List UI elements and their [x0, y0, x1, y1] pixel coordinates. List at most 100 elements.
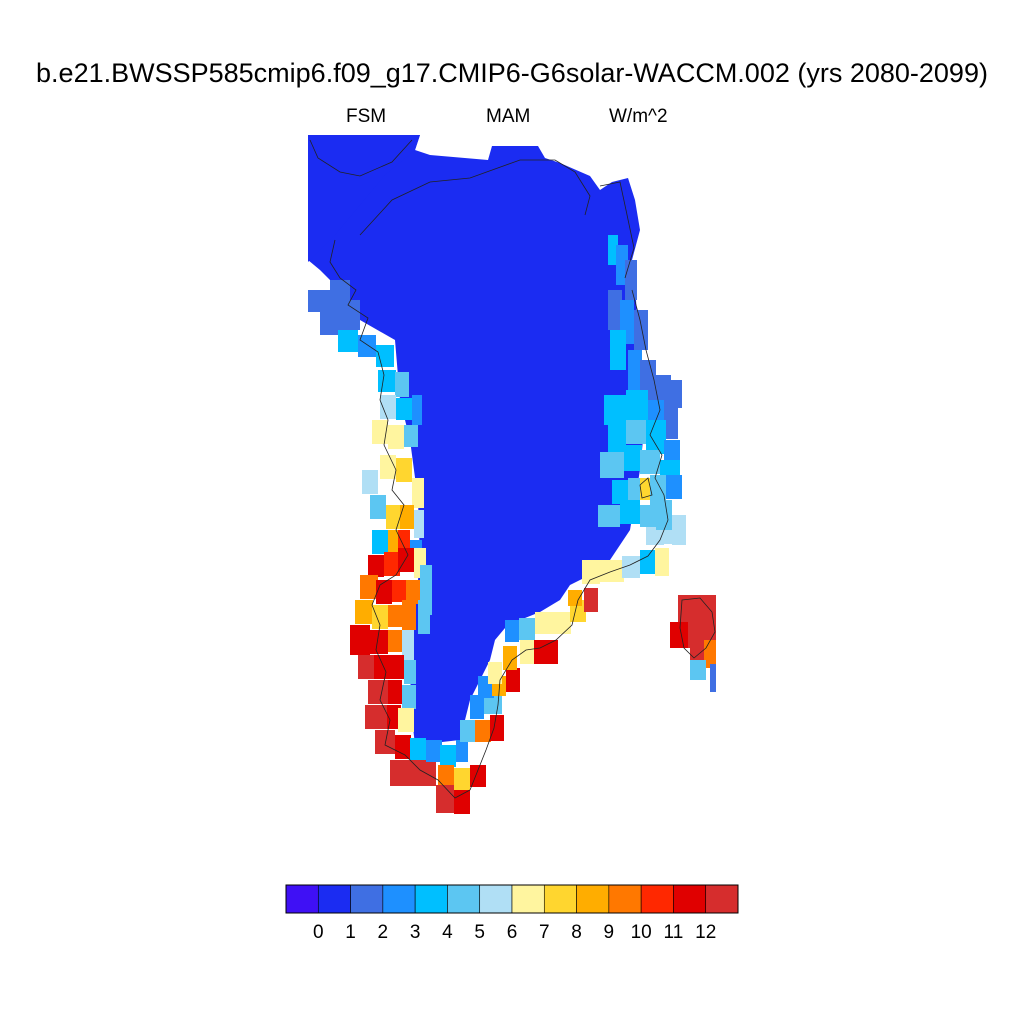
grid-cell [634, 310, 648, 350]
grid-cell [380, 395, 396, 419]
grid-cell [384, 552, 400, 576]
colorbar-tick-label: 6 [506, 922, 518, 943]
coastline-path [359, 159, 591, 236]
grid-cell [520, 640, 534, 664]
coastline-path [309, 139, 413, 177]
colorbar-swatch [608, 884, 642, 914]
grid-cell [672, 515, 686, 545]
grid-cell [650, 475, 666, 505]
grid-cell [368, 680, 388, 704]
grid-cell [398, 708, 414, 732]
grid-cell [426, 740, 442, 762]
grid-cell [438, 765, 454, 787]
grid-cell [490, 715, 504, 741]
colorbar-swatch [479, 884, 513, 914]
colorbar-swatch [350, 884, 384, 914]
grid-cell [404, 660, 416, 684]
grid-cell [387, 705, 401, 729]
coastline-path [329, 239, 471, 799]
colorbar-tick-label: 1 [345, 922, 356, 943]
colorbar-tick-label: 0 [312, 922, 324, 943]
grid-cell [646, 420, 666, 454]
colorbar-swatch [285, 884, 319, 914]
colorbar-swatch [576, 884, 610, 914]
grid-cell [365, 705, 387, 729]
iceland-cell [690, 660, 706, 680]
colorbar-tick-label: 4 [442, 922, 453, 943]
grid-cell [628, 478, 640, 500]
grid-cell [388, 630, 402, 652]
grid-cell [410, 738, 426, 760]
grid-cell [388, 425, 404, 449]
ice-sheet-interior [308, 135, 645, 745]
grid-cell [534, 640, 546, 664]
colorbar-tick-label: 9 [603, 922, 615, 943]
colorbar-swatch [382, 884, 416, 914]
grid-cell [624, 445, 642, 471]
colorbar-swatch [673, 884, 707, 914]
grid-cell [402, 630, 414, 660]
grid-cell [376, 580, 392, 604]
grid-cell [535, 612, 553, 634]
colorbar-tick-label: 11 [663, 922, 684, 943]
colorbar-tick-label: 10 [630, 922, 652, 943]
grid-cell [412, 395, 422, 425]
grid-cell [360, 575, 378, 599]
grid-cell [608, 235, 618, 265]
grid-cell [666, 475, 682, 499]
colorbar-swatch [705, 884, 739, 914]
grid-cell [406, 580, 420, 604]
iceland-cell [688, 620, 704, 648]
grid-cell [418, 600, 430, 634]
grid-cell [402, 685, 416, 709]
grid-cell [488, 662, 502, 684]
grid-cell [400, 505, 414, 529]
grid-cell [358, 655, 374, 679]
grid-cell [568, 590, 582, 606]
iceland-cell [670, 622, 688, 648]
grid-cell [390, 655, 404, 679]
iceland-cell [710, 664, 716, 692]
grid-cell [412, 478, 424, 508]
grid-cell [355, 600, 373, 624]
grid-cell [378, 370, 396, 392]
grid-cell [456, 740, 468, 762]
grid-cell [582, 560, 600, 584]
grid-cell [655, 375, 671, 405]
grid-cell [308, 290, 330, 312]
colorbar-tick-label: 5 [474, 922, 485, 943]
grid-cell [375, 730, 395, 754]
colorbar [285, 884, 739, 914]
colorbar-swatch [317, 884, 351, 914]
grid-cell [655, 548, 669, 576]
map-cells [308, 135, 716, 814]
grid-cell [668, 380, 682, 408]
grid-cell [475, 720, 491, 742]
colorbar-swatch [511, 884, 545, 914]
variable-label: FSM [346, 106, 387, 127]
grid-cell [519, 618, 535, 640]
grid-cell [395, 735, 411, 759]
colorbar-swatch [640, 884, 674, 914]
grid-cell [612, 480, 628, 504]
colorbar-swatch [447, 884, 481, 914]
grid-cell [604, 395, 626, 425]
grid-cell [402, 600, 416, 630]
colorbar-tick-label: 2 [377, 922, 389, 943]
grid-cell [414, 510, 424, 538]
colorbar-frame [285, 884, 739, 914]
grid-cell [620, 500, 640, 524]
grid-cell [505, 620, 519, 642]
grid-cell [396, 398, 412, 420]
grid-cell [608, 425, 626, 455]
grid-cell [600, 452, 624, 478]
grid-cell [380, 455, 396, 479]
grid-cell [626, 420, 646, 444]
grid-cell [342, 300, 360, 330]
grid-cell [470, 695, 484, 719]
coastline-path [599, 181, 635, 279]
grid-cell [640, 505, 656, 527]
grid-cell [372, 420, 388, 444]
colorbar-tick-label: 8 [571, 922, 582, 943]
map-title: b.e21.BWSSP585cmip6.f09_g17.CMIP6-G6sola… [36, 58, 988, 88]
